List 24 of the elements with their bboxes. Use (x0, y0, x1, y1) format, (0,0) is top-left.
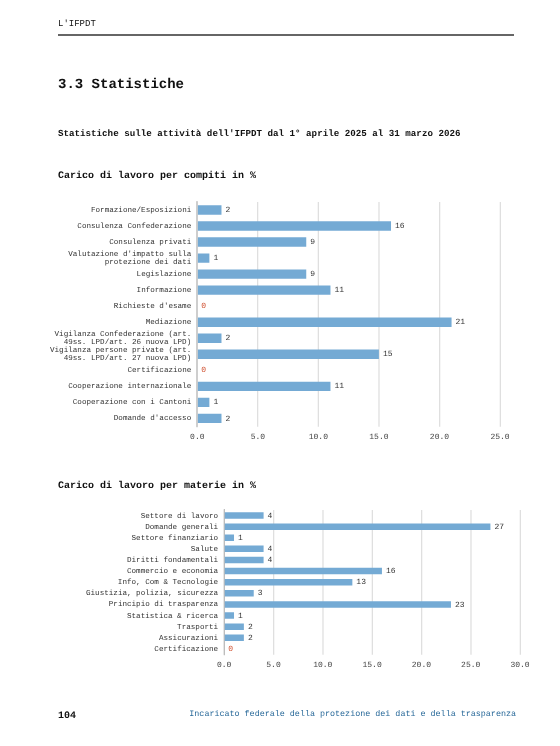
bar (224, 601, 451, 608)
bar (197, 253, 210, 263)
bar (197, 349, 379, 359)
bar (197, 269, 307, 279)
bar (197, 285, 331, 295)
bar (197, 237, 307, 247)
bar (224, 567, 382, 575)
bar (197, 333, 222, 343)
bar (224, 590, 254, 597)
bar (224, 534, 235, 542)
bar (197, 221, 392, 231)
bar (224, 634, 244, 641)
bar (224, 512, 264, 519)
bar (197, 397, 210, 408)
bar (224, 623, 244, 630)
bar (224, 578, 353, 586)
bar (197, 381, 331, 392)
bar (224, 556, 264, 564)
bar (224, 545, 264, 553)
bar (197, 205, 222, 215)
bar (197, 317, 452, 327)
bar (224, 612, 235, 619)
bar (224, 523, 491, 530)
bar (197, 413, 222, 424)
